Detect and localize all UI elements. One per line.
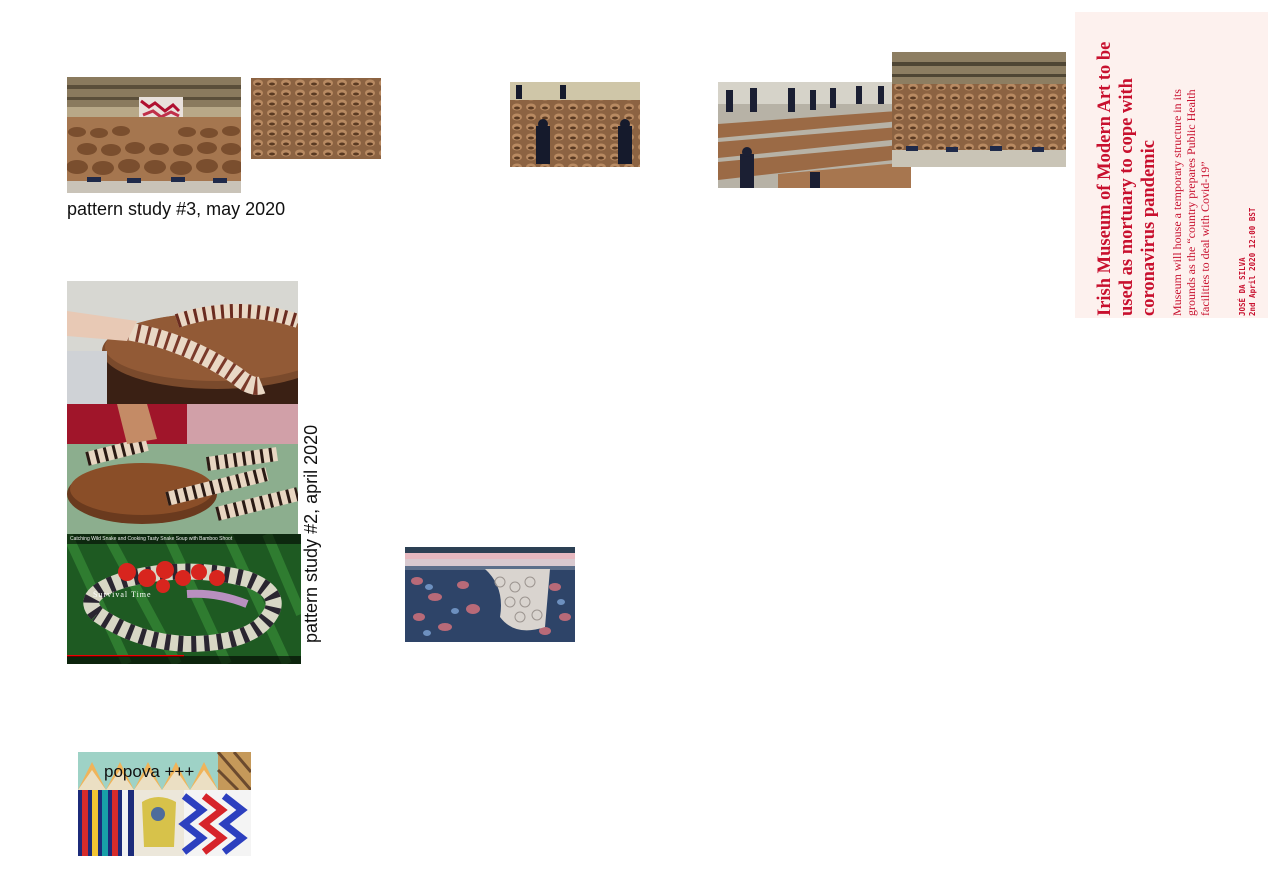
prison-photo-2	[251, 78, 381, 159]
caption-pattern-study-3: pattern study #3, may 2020	[67, 199, 286, 219]
popova-collage	[78, 752, 251, 856]
prison-photo-4	[718, 82, 911, 188]
prison-photo-5	[892, 52, 1066, 167]
prison-photo-3	[510, 82, 640, 167]
video-watermark: Survival Time	[93, 590, 152, 599]
article-byline: JOSÉ DA SILVA 2nd April 2020 12:00 BST	[1238, 206, 1258, 316]
caption-pattern-study-2: pattern study #2, april 2020	[301, 424, 321, 643]
article-author: JOSÉ DA SILVA	[1238, 257, 1247, 316]
caption-popova: popova +++	[104, 762, 195, 781]
snake-video-still: Catching Wild Snake and Cooking Tasty Sn…	[67, 534, 301, 664]
article-headline[interactable]: Irish Museum of Modern Art to be used as…	[1095, 41, 1159, 316]
prison-photo-1	[67, 77, 241, 193]
article-date: 2nd April 2020 12:00 BST	[1248, 207, 1257, 316]
snake-photo-2	[67, 404, 298, 534]
video-title: Catching Wild Snake and Cooking Tasty Sn…	[67, 534, 301, 544]
fabric-photo	[405, 547, 575, 642]
article-standfirst: Museum will house a temporary structure …	[1170, 89, 1212, 316]
video-controls[interactable]	[67, 656, 301, 664]
article-card[interactable]	[1075, 12, 1268, 318]
snake-photo-1	[67, 281, 298, 404]
